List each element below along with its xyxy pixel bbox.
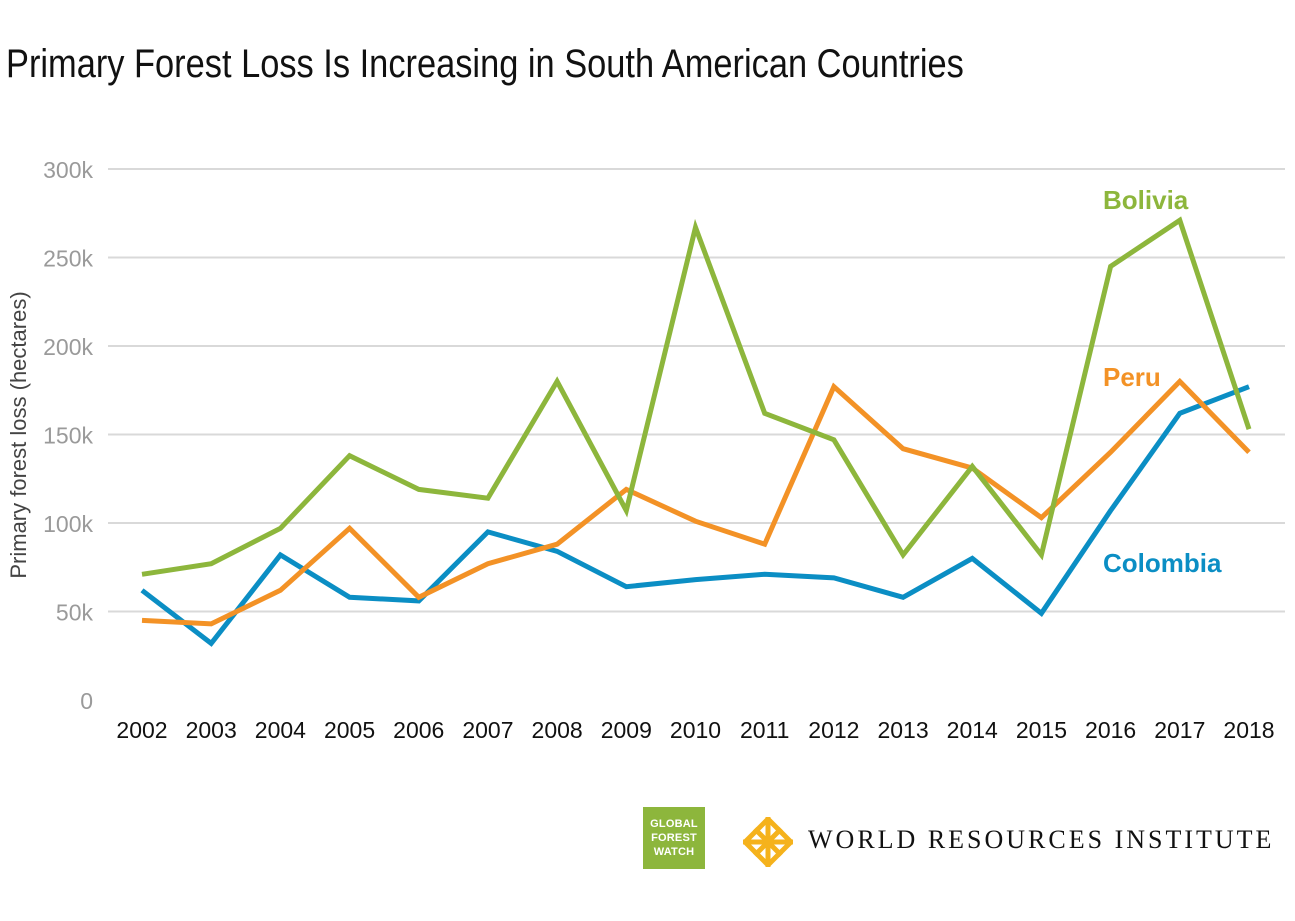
x-tick-label: 2006 xyxy=(393,717,444,743)
y-tick-label: 0 xyxy=(80,688,93,714)
x-tick-label: 2009 xyxy=(601,717,652,743)
series-labels: Bolivia Peru Colombia xyxy=(1103,185,1222,578)
x-tick-label: 2008 xyxy=(532,717,583,743)
x-tick-label: 2013 xyxy=(877,717,928,743)
series-label-bolivia: Bolivia xyxy=(1103,185,1189,215)
y-axis-label: Primary forest loss (hectares) xyxy=(6,291,31,578)
wri-logo-text: WORLD RESOURCES INSTITUTE xyxy=(808,825,1275,854)
y-tick-label: 200k xyxy=(43,334,93,360)
series-line-colombia xyxy=(140,384,1250,647)
y-tick-label: 50k xyxy=(56,600,94,626)
y-tick-label: 100k xyxy=(43,511,93,537)
y-tick-label: 300k xyxy=(43,157,93,183)
x-tick-label: 2010 xyxy=(670,717,721,743)
y-axis-ticks: 0 50k 100k 150k 200k 250k 300k xyxy=(43,157,93,714)
x-tick-label: 2014 xyxy=(947,717,998,743)
x-tick-label: 2007 xyxy=(462,717,513,743)
x-tick-label: 2003 xyxy=(186,717,237,743)
global-forest-watch-logo: GLOBAL FOREST WATCH xyxy=(643,807,705,869)
x-tick-label: 2005 xyxy=(324,717,375,743)
y-tick-label: 250k xyxy=(43,246,93,272)
series-label-colombia: Colombia xyxy=(1103,548,1222,578)
x-tick-label: 2002 xyxy=(116,717,167,743)
x-tick-label: 2015 xyxy=(1016,717,1067,743)
gfw-logo-line1: GLOBAL xyxy=(650,818,698,830)
x-tick-label: 2012 xyxy=(808,717,859,743)
gfw-logo-line2: FOREST xyxy=(651,832,697,844)
y-tick-label: 150k xyxy=(43,423,93,449)
x-tick-label: 2004 xyxy=(255,717,306,743)
chart-title: Primary Forest Loss Is Increasing in Sou… xyxy=(6,42,964,86)
x-axis-ticks: 2002 2003 2004 2005 2006 2007 2008 2009 2010 2011… xyxy=(116,717,1274,743)
gfw-logo-line3: WATCH xyxy=(653,846,695,858)
x-tick-label: 2011 xyxy=(740,717,789,743)
x-tick-label: 2018 xyxy=(1223,717,1274,743)
series-line-bolivia xyxy=(141,216,1252,577)
x-tick-label: 2017 xyxy=(1154,717,1205,743)
x-tick-label: 2016 xyxy=(1085,717,1136,743)
series-line-peru xyxy=(141,377,1251,627)
wri-lattice-icon xyxy=(743,817,793,867)
series-label-peru: Peru xyxy=(1103,362,1161,392)
series-lines xyxy=(140,216,1252,647)
